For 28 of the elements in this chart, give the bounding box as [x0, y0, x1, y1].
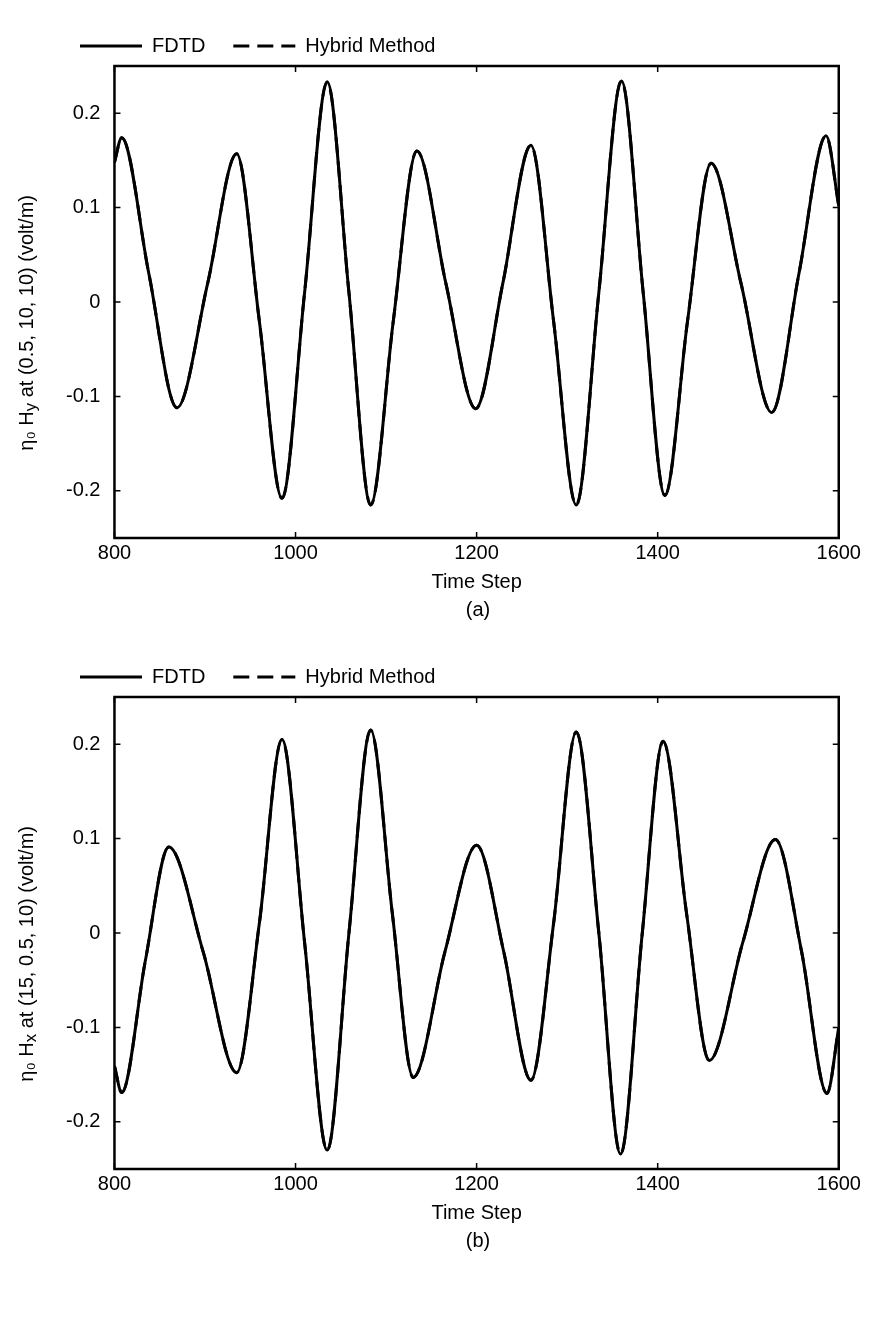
- legend-label: FDTD: [152, 664, 206, 687]
- legend-label: Hybrid Method: [305, 664, 436, 687]
- y-tick-label: 0: [89, 289, 101, 312]
- x-tick-label: 1600: [816, 540, 861, 563]
- y-tick-label: 0.1: [72, 195, 101, 218]
- x-axis-title: Time Step: [431, 1200, 522, 1223]
- y-tick-label: -0.1: [65, 1014, 101, 1037]
- x-tick-label: 1400: [635, 1171, 680, 1194]
- legend-label: FDTD: [152, 33, 206, 56]
- y-tick-label: 0.2: [72, 731, 101, 754]
- y-tick-label: 0.1: [72, 826, 101, 849]
- x-tick-label: 1200: [454, 1171, 499, 1194]
- x-tick-label: 800: [97, 540, 132, 563]
- x-tick-label: 1600: [816, 1171, 861, 1194]
- x-tick-label: 1400: [635, 540, 680, 563]
- text: (a): [464, 598, 492, 621]
- legend-label: Hybrid Method: [305, 33, 436, 56]
- y-tick-label: 0.2: [72, 100, 101, 123]
- x-tick-label: 1000: [273, 540, 318, 563]
- x-tick-label: 800: [97, 1171, 132, 1194]
- y-tick-label: -0.1: [65, 383, 101, 406]
- y-tick-label: 0: [89, 920, 101, 943]
- x-axis-title: Time Step: [431, 569, 522, 592]
- text: (b): [464, 1229, 492, 1252]
- x-tick-label: 1000: [273, 1171, 318, 1194]
- x-tick-label: 1200: [454, 540, 499, 563]
- y-tick-label: -0.2: [65, 1109, 101, 1132]
- y-tick-label: -0.2: [65, 478, 101, 501]
